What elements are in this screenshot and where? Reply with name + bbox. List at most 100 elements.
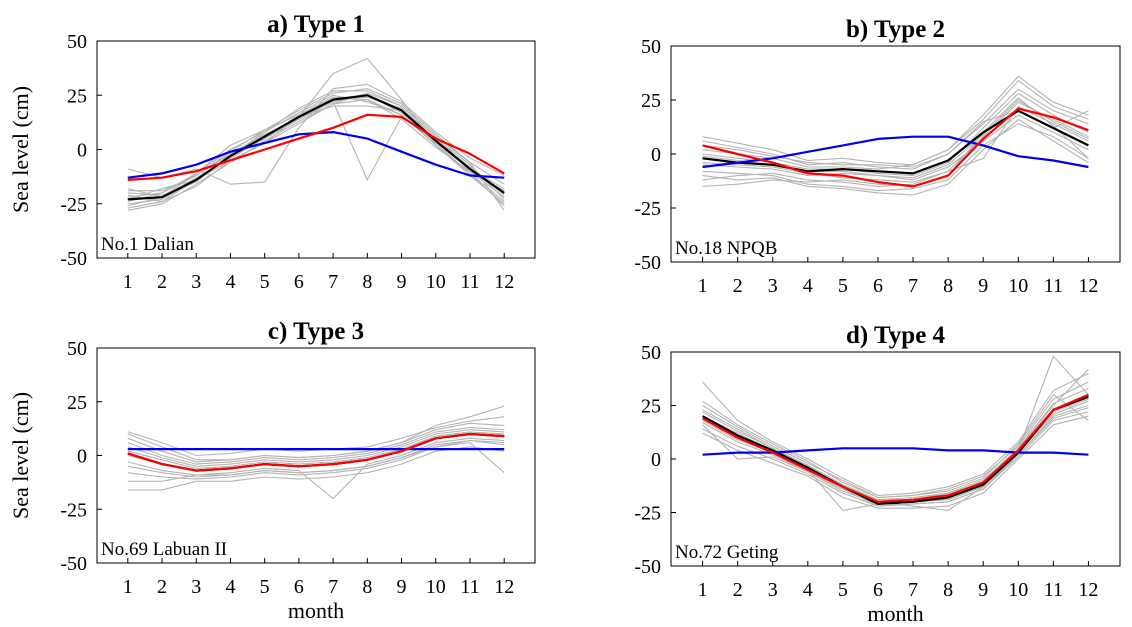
spread-line-2 xyxy=(127,446,505,491)
red-line xyxy=(702,393,1089,503)
spread-line-12 xyxy=(127,96,505,198)
black-line xyxy=(127,94,505,201)
spread-line-8 xyxy=(702,75,1089,166)
spread-line-3 xyxy=(127,427,505,465)
y-tick-label: 50 xyxy=(641,36,661,58)
x-tick-label: 3 xyxy=(768,579,778,601)
blue-line xyxy=(702,135,1089,169)
y-tick-label: 0 xyxy=(651,449,661,471)
x-tick-label: 9 xyxy=(397,271,407,293)
x-tick-label: 9 xyxy=(978,579,988,601)
x-tick-label: 10 xyxy=(426,576,446,598)
y-tick-label: 50 xyxy=(67,338,87,360)
y-tick-label: 25 xyxy=(641,396,661,418)
x-tick-label: 12 xyxy=(494,576,514,598)
x-tick-label: 4 xyxy=(225,271,235,293)
spread-line-9 xyxy=(702,394,1089,499)
y-tick-label: 0 xyxy=(77,446,87,468)
spread-line-3 xyxy=(702,114,1089,181)
x-tick-label: 3 xyxy=(191,576,201,598)
y-tick-label: -50 xyxy=(634,556,661,578)
x-tick-label: 8 xyxy=(362,576,372,598)
x-tick-label: 1 xyxy=(123,271,133,293)
x-tick-label: 1 xyxy=(698,579,708,601)
y-tick-label: -25 xyxy=(60,499,87,521)
spread-line-11 xyxy=(702,368,1089,501)
x-tick-label: 6 xyxy=(873,579,883,601)
y-tick-label: 25 xyxy=(641,90,661,112)
x-tick-label: 6 xyxy=(873,275,883,297)
black-line xyxy=(702,395,1089,505)
x-tick-label: 4 xyxy=(803,275,813,297)
spread-line-5 xyxy=(702,123,1089,192)
x-tick-label: 11 xyxy=(1044,275,1063,297)
spread-line-5 xyxy=(127,429,505,467)
spread-line-9 xyxy=(702,118,1089,196)
spread-line-7 xyxy=(127,431,505,469)
x-tick-label: 10 xyxy=(1008,275,1028,297)
x-tick-label: 4 xyxy=(803,579,813,601)
station-label: No.18 NPQB xyxy=(675,238,777,259)
y-tick-label: -25 xyxy=(634,198,661,220)
x-tick-label: 3 xyxy=(768,275,778,297)
red-line xyxy=(702,107,1089,188)
y-tick-label: 25 xyxy=(67,392,87,414)
x-tick-label: 1 xyxy=(123,576,133,598)
x-tick-label: 5 xyxy=(838,275,848,297)
x-tick-label: 7 xyxy=(328,576,338,598)
x-tick-label: 5 xyxy=(838,579,848,601)
x-tick-label: 12 xyxy=(1078,275,1098,297)
spread-line-4 xyxy=(702,79,1089,170)
x-tick-label: 10 xyxy=(426,271,446,293)
x-tick-label: 6 xyxy=(294,271,304,293)
spread-line-5 xyxy=(702,372,1089,496)
axes-box xyxy=(96,40,536,259)
x-tick-label: 5 xyxy=(260,576,270,598)
x-tick-label: 11 xyxy=(460,576,479,598)
x-tick-label: 10 xyxy=(1008,579,1028,601)
x-tick-label: 2 xyxy=(733,579,743,601)
x-tick-label: 4 xyxy=(225,576,235,598)
station-label: No.69 Labuan II xyxy=(101,539,227,560)
panel-title: d) Type 4 xyxy=(846,322,946,349)
red-line xyxy=(127,432,505,472)
x-tick-label: 8 xyxy=(943,579,953,601)
panel-title: c) Type 3 xyxy=(268,318,364,345)
red-line xyxy=(127,113,505,181)
y-tick-label: 25 xyxy=(67,85,87,107)
station-label: No.72 Geting xyxy=(675,542,779,563)
x-tick-label: 9 xyxy=(397,576,407,598)
y-tick-label: -25 xyxy=(60,194,87,216)
x-tick-label: 8 xyxy=(943,275,953,297)
x-tick-label: 2 xyxy=(157,271,167,293)
panel-title: a) Type 1 xyxy=(267,11,365,38)
x-tick-label: 11 xyxy=(1044,579,1063,601)
x-tick-label: 7 xyxy=(908,579,918,601)
y-tick-label: -25 xyxy=(634,503,661,525)
spread-line-9 xyxy=(127,405,505,463)
x-axis-label: month xyxy=(867,601,923,626)
y-tick-label: -50 xyxy=(60,248,87,270)
panel-title: b) Type 2 xyxy=(846,16,945,43)
x-tick-label: 8 xyxy=(362,271,372,293)
spread-line-10 xyxy=(702,407,1089,507)
spread-line-6 xyxy=(127,437,505,500)
x-axis-label: month xyxy=(288,598,344,623)
spread-line-2 xyxy=(702,88,1089,170)
y-tick-label: 0 xyxy=(651,144,661,166)
y-tick-label: 50 xyxy=(641,342,661,364)
y-tick-label: 0 xyxy=(77,140,87,162)
x-tick-label: 2 xyxy=(733,275,743,297)
station-label: No.1 Dalian xyxy=(101,234,194,255)
x-tick-label: 12 xyxy=(1078,579,1098,601)
x-tick-label: 11 xyxy=(460,271,479,293)
x-tick-label: 7 xyxy=(328,271,338,293)
x-tick-label: 5 xyxy=(260,271,270,293)
y-tick-label: -50 xyxy=(634,252,661,274)
black-line xyxy=(702,109,1089,175)
x-tick-label: 2 xyxy=(157,576,167,598)
